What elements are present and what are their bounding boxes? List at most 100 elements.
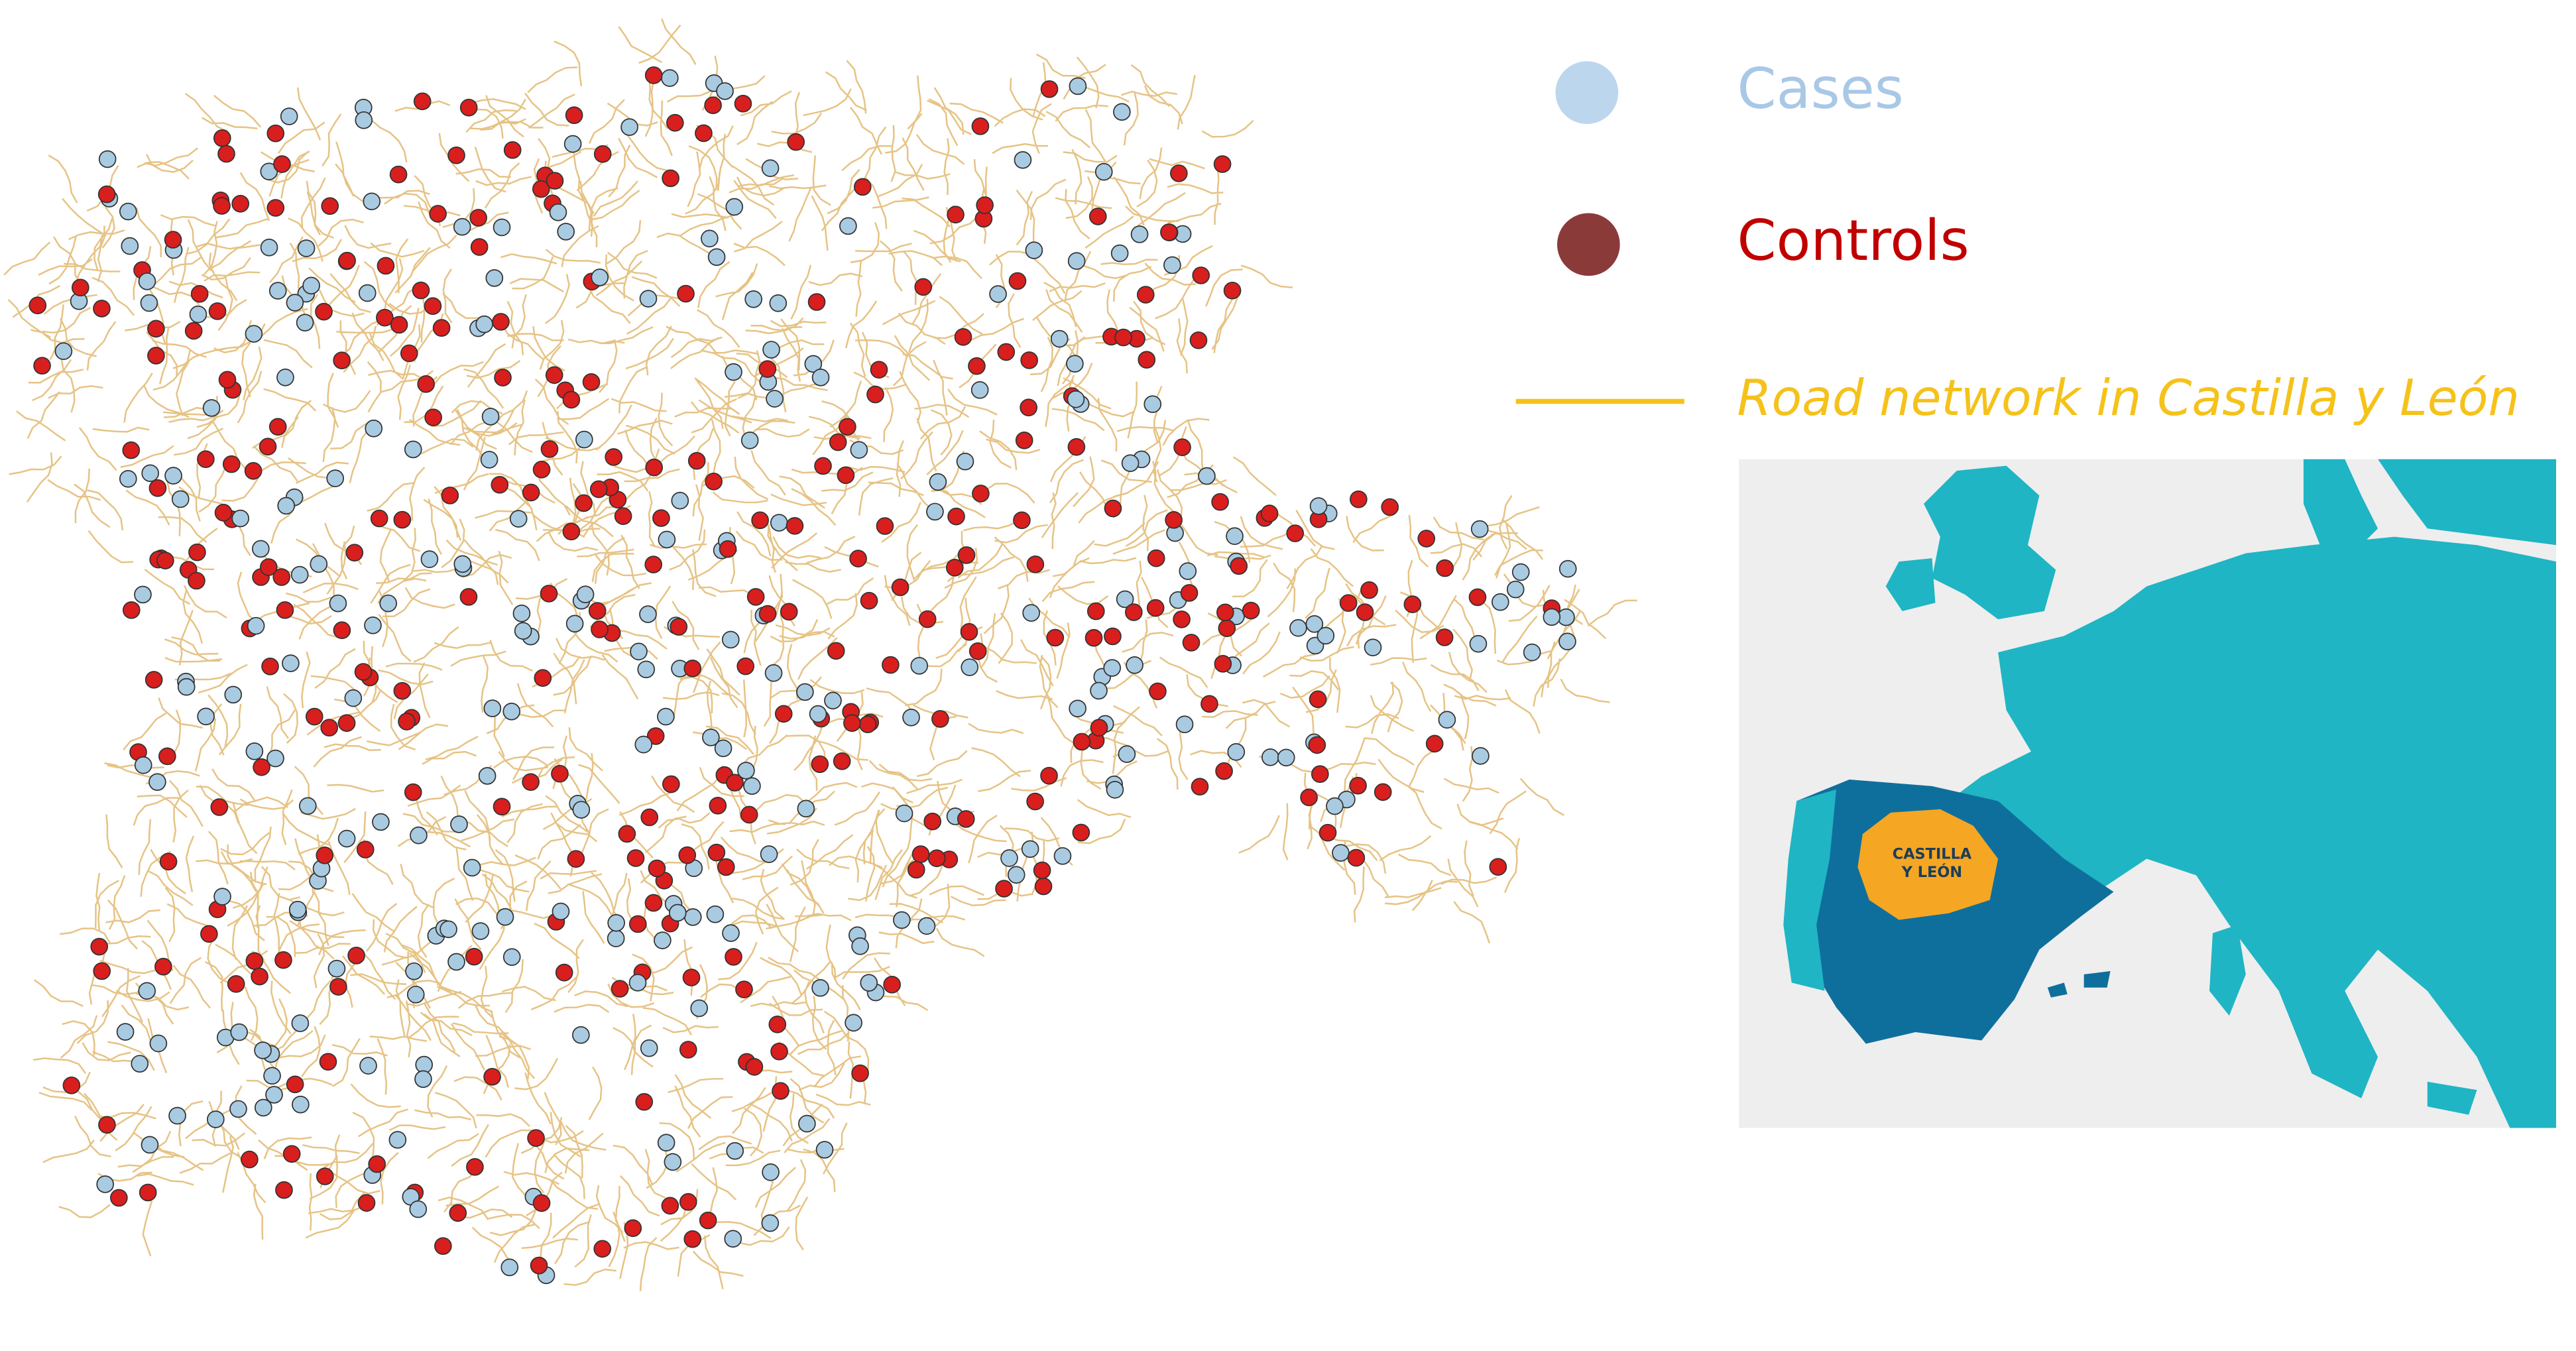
case-point xyxy=(453,555,472,573)
case-point xyxy=(509,510,528,528)
control-point xyxy=(1149,682,1167,701)
case-point xyxy=(563,135,582,153)
control-point xyxy=(1173,610,1191,628)
case-point xyxy=(575,430,593,449)
case-point xyxy=(168,1106,186,1125)
case-point xyxy=(291,1014,310,1032)
points xyxy=(29,66,1577,1285)
control-point xyxy=(1040,766,1058,785)
control-point xyxy=(347,947,365,965)
road-network xyxy=(3,18,1637,1291)
control-point xyxy=(891,578,909,597)
case-point xyxy=(929,473,947,491)
case-point xyxy=(481,408,500,426)
case-point xyxy=(326,469,345,487)
case-point xyxy=(549,203,567,221)
control-point xyxy=(110,1189,128,1207)
case-point xyxy=(658,530,676,549)
control-point xyxy=(1374,783,1392,801)
control-point xyxy=(90,937,109,956)
control-point xyxy=(93,962,111,980)
control-point xyxy=(957,546,976,564)
control-point xyxy=(483,1067,501,1086)
case-point xyxy=(138,272,156,290)
case-point xyxy=(245,325,263,343)
control-point xyxy=(274,951,292,969)
case-point xyxy=(1163,256,1181,274)
case-point xyxy=(1305,615,1324,633)
case-point xyxy=(850,441,868,459)
control-point xyxy=(661,1197,679,1215)
case-point xyxy=(263,1067,281,1085)
case-point xyxy=(1438,711,1456,729)
roads xyxy=(3,18,1637,1291)
control-point xyxy=(593,1240,612,1258)
legend: Cases Controls Road network in Castilla … xyxy=(1515,56,2520,427)
control-point xyxy=(429,205,447,223)
case-point xyxy=(213,888,231,906)
case-point xyxy=(668,904,687,922)
case-point xyxy=(277,497,296,515)
control-point xyxy=(758,605,777,623)
case-point xyxy=(1558,632,1576,651)
control-point xyxy=(145,671,163,689)
case-point xyxy=(737,762,755,780)
control-point xyxy=(492,313,510,331)
case-point xyxy=(639,605,657,623)
case-point xyxy=(576,585,595,604)
control-point xyxy=(147,320,165,338)
case-point xyxy=(683,908,702,926)
control-point xyxy=(1026,556,1045,573)
case-point xyxy=(231,509,250,528)
control-point xyxy=(811,755,829,774)
control-point xyxy=(555,963,573,982)
control-point xyxy=(704,96,722,115)
case-point xyxy=(439,920,457,939)
case-point xyxy=(607,929,625,947)
control-point xyxy=(582,373,601,391)
control-point xyxy=(259,558,278,576)
control-point xyxy=(1084,628,1103,647)
control-point xyxy=(1013,511,1031,530)
control-point xyxy=(853,178,872,196)
control-point xyxy=(882,656,900,674)
case-point xyxy=(726,1142,744,1160)
control-point xyxy=(466,1158,484,1176)
case-point xyxy=(1126,656,1143,674)
case-point xyxy=(134,585,152,604)
case-point xyxy=(630,642,648,661)
control-point xyxy=(493,797,511,816)
case-point xyxy=(1332,844,1350,862)
control-point xyxy=(97,185,116,204)
control-point xyxy=(624,1219,642,1238)
control-point xyxy=(770,1042,788,1061)
control-point xyxy=(678,846,697,864)
case-point xyxy=(286,294,304,312)
control-point xyxy=(947,507,965,526)
control-point xyxy=(725,948,742,966)
case-point xyxy=(661,69,679,88)
case-point xyxy=(766,390,784,408)
case-point xyxy=(131,1055,149,1073)
castilla-y-leon-region xyxy=(1857,809,1999,920)
control-point xyxy=(787,133,805,151)
control-point xyxy=(995,880,1013,898)
control-point xyxy=(190,284,209,303)
control-point xyxy=(1191,778,1209,795)
case-point xyxy=(634,735,653,754)
case-point xyxy=(483,699,502,717)
control-point xyxy=(222,455,241,473)
control-point xyxy=(1436,559,1454,577)
control-point xyxy=(1173,438,1191,457)
case-point xyxy=(247,617,265,635)
control-point xyxy=(858,715,877,734)
case-point xyxy=(1470,520,1489,538)
control-point xyxy=(390,316,408,334)
control-point xyxy=(772,1082,790,1100)
case-point xyxy=(202,399,221,417)
legend-label: Cases xyxy=(1737,56,1904,121)
control-point xyxy=(357,1194,376,1212)
control-point xyxy=(337,714,356,733)
case-point xyxy=(1050,329,1069,348)
control-point xyxy=(1073,733,1091,751)
